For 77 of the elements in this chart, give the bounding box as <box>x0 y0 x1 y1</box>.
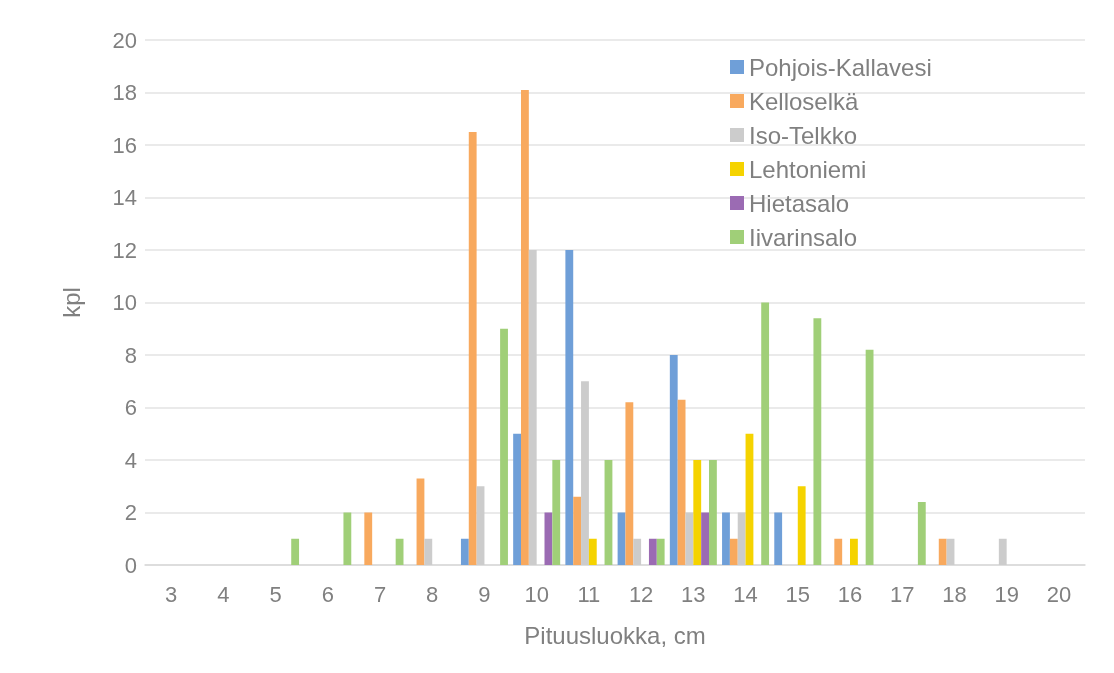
x-tick-label: 3 <box>164 581 178 607</box>
bar <box>737 512 746 565</box>
x-tick-label: 11 <box>577 581 601 607</box>
bar <box>722 512 730 565</box>
x-tick-label: 10 <box>524 581 549 607</box>
bar <box>528 250 537 565</box>
bar <box>693 460 702 565</box>
bar <box>395 538 404 565</box>
bar <box>476 486 485 565</box>
x-tick-label: 19 <box>994 581 1019 607</box>
bar <box>500 328 508 565</box>
x-tick-label: 4 <box>217 581 230 607</box>
x-tick-label: 13 <box>681 581 706 607</box>
bar <box>797 486 806 565</box>
bar <box>364 512 373 565</box>
bar <box>468 131 477 565</box>
x-tick-label: 5 <box>269 581 282 607</box>
y-tick-label: 10 <box>112 290 137 315</box>
y-tick-label: 18 <box>112 80 137 105</box>
bar <box>573 496 582 565</box>
bar <box>656 538 665 565</box>
bar <box>521 89 529 565</box>
bar <box>669 355 678 565</box>
x-tick-label: 18 <box>942 581 967 607</box>
bar <box>761 302 770 565</box>
x-tick-label: 17 <box>889 581 915 607</box>
legend-label: Iso-Telkko <box>749 121 858 149</box>
bar <box>729 538 738 565</box>
x-tick-label: 16 <box>837 581 863 607</box>
bar <box>701 512 709 565</box>
legend-label: Pohjois-Kallavesi <box>749 53 932 81</box>
y-tick-label: 6 <box>124 395 137 420</box>
y-axis-title: kpl <box>57 287 85 318</box>
bar <box>291 538 300 565</box>
bar <box>834 538 843 565</box>
bar <box>565 250 574 565</box>
bar <box>677 399 686 565</box>
bar <box>460 538 469 565</box>
bar <box>865 349 874 565</box>
y-tick-label: 14 <box>112 185 137 210</box>
x-axis-title: Pituusluokka, cm <box>524 621 706 649</box>
bar <box>938 538 947 565</box>
bar <box>552 460 561 565</box>
bar <box>998 538 1007 565</box>
x-tick-label: 14 <box>733 581 758 607</box>
bar <box>424 538 433 565</box>
legend-label: Kelloselkä <box>749 87 860 115</box>
x-tick-label: 6 <box>321 581 334 607</box>
y-tick-label: 2 <box>124 500 137 525</box>
y-tick-label: 16 <box>112 132 137 158</box>
x-tick-label: 8 <box>426 581 439 607</box>
bar <box>774 512 783 565</box>
x-tick-label: 7 <box>373 581 387 607</box>
bar <box>917 502 926 565</box>
y-tick-label: 12 <box>112 237 137 263</box>
y-tick-label: 4 <box>124 447 137 473</box>
bar <box>581 381 589 565</box>
bar <box>633 538 642 565</box>
y-tick-label: 8 <box>124 342 137 368</box>
x-tick-label: 15 <box>785 581 811 607</box>
bar <box>625 402 634 565</box>
legend-label: Hietasalo <box>749 189 850 217</box>
legend-label: Iivarinsalo <box>749 223 858 251</box>
bar <box>588 538 597 565</box>
bar <box>813 318 822 565</box>
bar <box>513 433 521 565</box>
bar <box>648 538 657 565</box>
y-tick-label: 20 <box>112 27 137 53</box>
x-tick-label: 12 <box>628 581 654 607</box>
bar <box>709 460 717 565</box>
y-tick-label: 0 <box>124 552 137 578</box>
bar <box>343 512 352 565</box>
bar <box>416 478 425 565</box>
x-tick-label: 20 <box>1046 581 1072 607</box>
bar <box>850 538 858 565</box>
x-tick-label: 9 <box>478 581 491 607</box>
legend-label: Lehtoniemi <box>749 155 867 183</box>
